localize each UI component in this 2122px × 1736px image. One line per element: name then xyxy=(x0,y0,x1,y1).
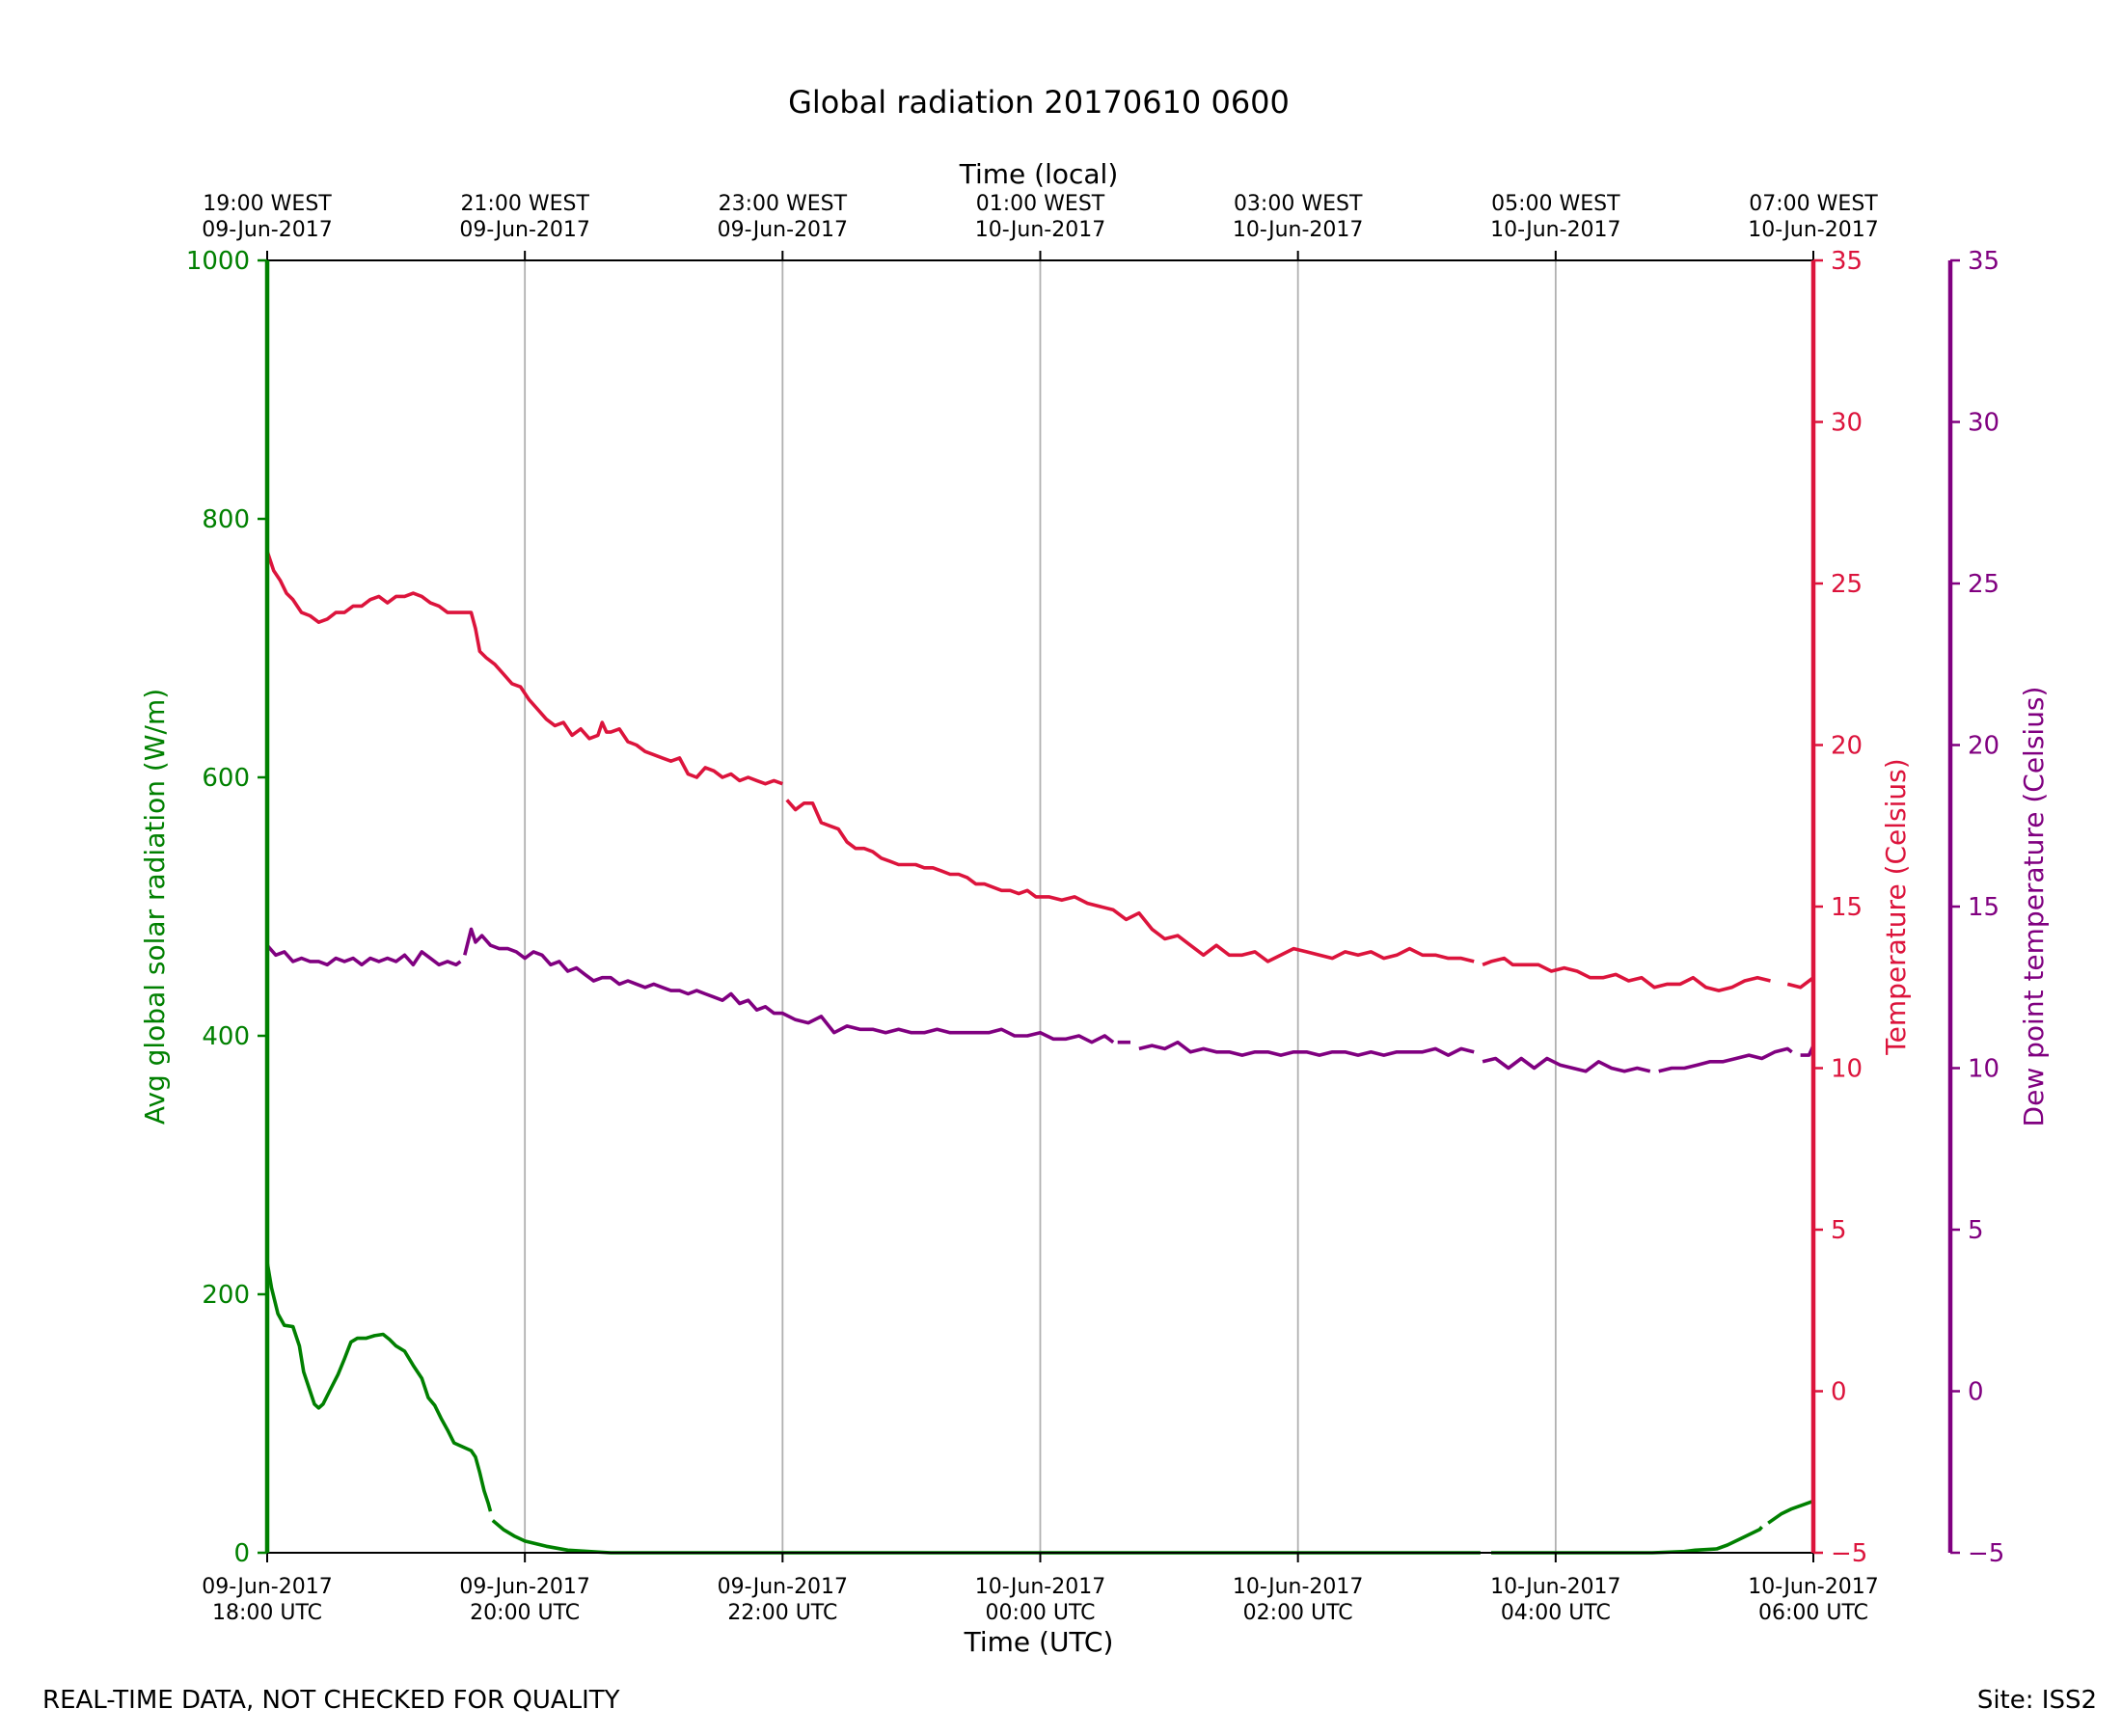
y-tick-label-temperature: 35 xyxy=(1831,247,1863,276)
series-line-dewpoint xyxy=(463,927,1115,1044)
x-tick-label: 09-Jun-2017 xyxy=(202,1575,332,1599)
x2-tick-label: 21:00 WEST xyxy=(460,192,589,216)
series-line-dewpoint xyxy=(1482,1056,1651,1073)
y-tick-label-dewpoint: −5 xyxy=(1968,1539,2004,1568)
x-tick-label: 20:00 UTC xyxy=(470,1601,580,1625)
x2-tick-label: 10-Jun-2017 xyxy=(1233,218,1363,242)
y-tick-label-temperature: 25 xyxy=(1831,570,1863,599)
x-tick-label: 10-Jun-2017 xyxy=(975,1575,1105,1599)
x2-tick-label: 23:00 WEST xyxy=(719,192,848,216)
series-line-dewpoint xyxy=(265,944,462,967)
x-tick-label: 09-Jun-2017 xyxy=(718,1575,848,1599)
y-axis-label-radiation: Avg global solar radiation (W/m) xyxy=(139,689,171,1125)
x-tick-label: 06:00 UTC xyxy=(1758,1601,1868,1625)
series-line-temperature xyxy=(1482,956,1771,992)
y-tick-label-temperature: 10 xyxy=(1831,1055,1863,1084)
series-dewpoint xyxy=(265,927,1815,1073)
x-tick-label: 02:00 UTC xyxy=(1243,1601,1353,1625)
x2-tick-label: 09-Jun-2017 xyxy=(459,218,589,242)
series-line-radiation xyxy=(1767,1499,1814,1525)
x2-tick-label: 10-Jun-2017 xyxy=(1748,218,1878,242)
x-tick-label: 10-Jun-2017 xyxy=(1490,1575,1620,1599)
x-tick-label: 09-Jun-2017 xyxy=(459,1575,589,1599)
series-line-temperature xyxy=(1786,976,1815,990)
y-tick-label-dewpoint: 20 xyxy=(1968,732,2000,761)
y-tick-label-dewpoint: 0 xyxy=(1968,1378,1984,1407)
y-tick-label-radiation: 400 xyxy=(202,1022,250,1051)
series-layer xyxy=(265,550,1815,1555)
bottom-axis-label: Time (UTC) xyxy=(964,1626,1114,1658)
quality-note: REAL-TIME DATA, NOT CHECKED FOR QUALITY xyxy=(42,1686,620,1715)
x-tick-label: 10-Jun-2017 xyxy=(1748,1575,1878,1599)
x2-tick-label: 10-Jun-2017 xyxy=(975,218,1105,242)
y-tick-label-temperature: 30 xyxy=(1831,409,1863,438)
series-line-dewpoint xyxy=(1138,1040,1475,1057)
y-tick-label-temperature: −5 xyxy=(1831,1539,1867,1568)
y-tick-label-dewpoint: 30 xyxy=(1968,409,2000,438)
x2-tick-label: 19:00 WEST xyxy=(203,192,332,216)
y-tick-label-temperature: 15 xyxy=(1831,893,1863,922)
series-line-radiation xyxy=(265,1261,493,1512)
x-tick-label: 00:00 UTC xyxy=(985,1601,1095,1625)
top-axis-label: Time (local) xyxy=(959,158,1119,190)
y-axis-label-temperature: Temperature (Celsius) xyxy=(1880,758,1912,1055)
grid-lines xyxy=(524,260,1557,1553)
series-temperature xyxy=(265,550,1815,992)
y-tick-label-radiation: 200 xyxy=(202,1281,250,1310)
x2-tick-label: 09-Jun-2017 xyxy=(202,218,332,242)
series-line-radiation xyxy=(1491,1526,1763,1555)
y-tick-label-dewpoint: 25 xyxy=(1968,570,2000,599)
series-line-temperature xyxy=(785,799,1475,963)
x-tick-label: 04:00 UTC xyxy=(1501,1601,1611,1625)
y-tick-label-dewpoint: 10 xyxy=(1968,1055,2000,1084)
y-tick-label-radiation: 0 xyxy=(233,1539,250,1568)
y-tick-label-radiation: 800 xyxy=(202,505,250,534)
x2-tick-label: 07:00 WEST xyxy=(1749,192,1878,216)
x2-tick-label: 09-Jun-2017 xyxy=(718,218,848,242)
y-tick-label-temperature: 5 xyxy=(1831,1216,1847,1245)
x-tick-label: 22:00 UTC xyxy=(727,1601,837,1625)
x2-tick-label: 03:00 WEST xyxy=(1234,192,1363,216)
y-tick-label-radiation: 1000 xyxy=(186,247,250,276)
y-tick-label-radiation: 600 xyxy=(202,764,250,793)
site-label: Site: ISS2 xyxy=(1976,1686,2097,1715)
x2-tick-label: 05:00 WEST xyxy=(1491,192,1620,216)
series-line-dewpoint xyxy=(1658,1046,1793,1073)
x2-tick-label: 10-Jun-2017 xyxy=(1490,218,1620,242)
y-tick-label-temperature: 0 xyxy=(1831,1378,1847,1407)
y-tick-label-dewpoint: 5 xyxy=(1968,1216,1984,1245)
x-tick-label: 10-Jun-2017 xyxy=(1233,1575,1363,1599)
y-tick-label-dewpoint: 35 xyxy=(1968,247,2000,276)
x-tick-label: 18:00 UTC xyxy=(212,1601,322,1625)
y-axis-label-dewpoint: Dew point temperature (Celsius) xyxy=(2018,687,2050,1127)
series-line-radiation xyxy=(491,1519,1481,1555)
chart-title: Global radiation 20170610 0600 xyxy=(788,84,1290,121)
y-tick-label-temperature: 20 xyxy=(1831,732,1863,761)
series-line-temperature xyxy=(265,550,783,786)
y-tick-label-dewpoint: 15 xyxy=(1968,893,2000,922)
x2-tick-label: 01:00 WEST xyxy=(976,192,1105,216)
